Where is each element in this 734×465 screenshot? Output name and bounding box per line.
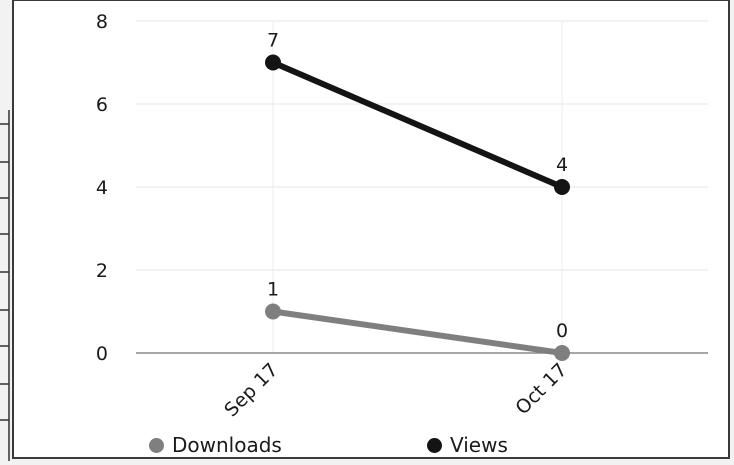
series-line-views bbox=[270, 59, 565, 190]
y-tick-label-6: 6 bbox=[96, 94, 108, 116]
legend-marker-downloads bbox=[149, 437, 164, 453]
scan-edge-lines bbox=[0, 110, 10, 461]
data-label-views-1: 4 bbox=[556, 154, 568, 176]
data-label-downloads-0: 1 bbox=[267, 279, 279, 301]
data-label-downloads-1: 0 bbox=[556, 320, 568, 342]
data-label-views-0: 7 bbox=[267, 30, 279, 52]
legend-item-views[interactable]: Views bbox=[427, 431, 508, 459]
point-downloads-0 bbox=[265, 303, 281, 320]
legend-item-downloads[interactable]: Downloads bbox=[149, 431, 282, 459]
series-line-downloads bbox=[270, 308, 565, 356]
scan-edge bbox=[0, 0, 12, 461]
y-tick-label-2: 2 bbox=[96, 260, 108, 282]
legend-label-downloads: Downloads bbox=[172, 433, 282, 457]
point-views-1 bbox=[554, 179, 570, 195]
y-tick-label-4: 4 bbox=[96, 177, 108, 199]
x-tick-label-1: Oct 17 bbox=[511, 359, 571, 419]
chart-frame: 0 2 4 6 8 Sep 17 Oct 17 1 0 7 4 Downloads Views bbox=[12, 0, 730, 459]
y-tick-label-8: 8 bbox=[96, 11, 108, 33]
legend-marker-views bbox=[427, 437, 442, 453]
legend-label-views: Views bbox=[450, 433, 508, 457]
point-views-0 bbox=[265, 54, 281, 71]
point-downloads-1 bbox=[554, 345, 570, 361]
y-tick-label-0: 0 bbox=[96, 343, 108, 365]
x-tick-label-0: Sep 17 bbox=[220, 359, 282, 421]
